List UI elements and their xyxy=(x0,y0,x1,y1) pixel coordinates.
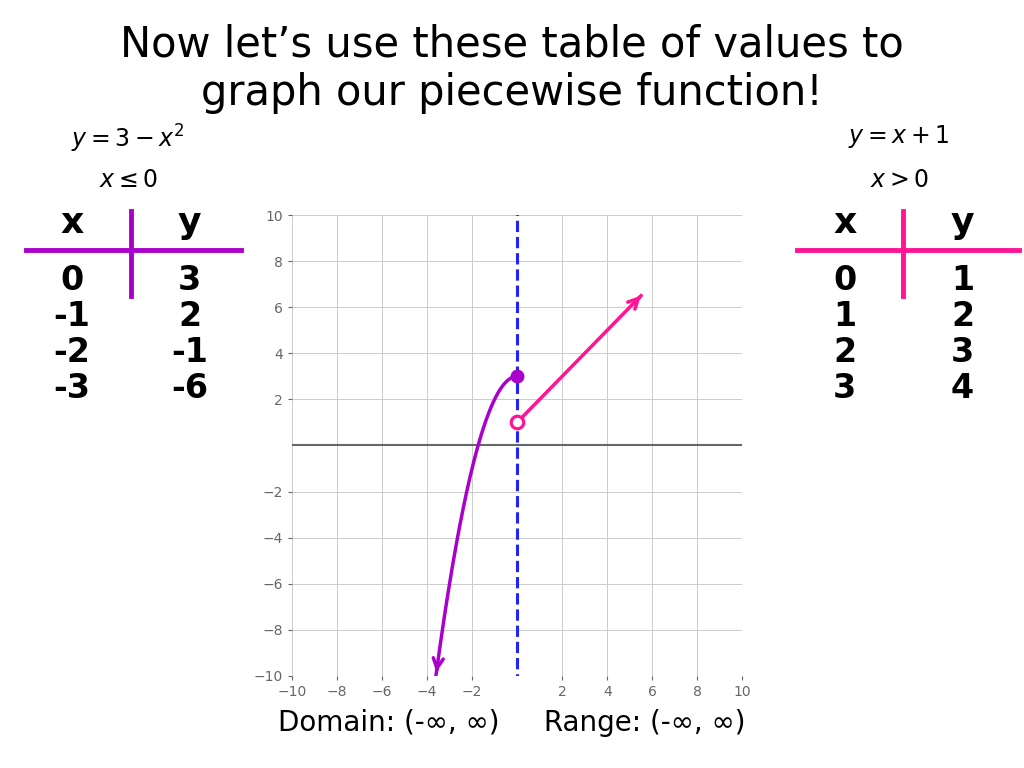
Text: $y = 3 - x^2$: $y = 3 - x^2$ xyxy=(72,123,184,155)
Text: -2: -2 xyxy=(53,336,90,369)
Text: y: y xyxy=(951,206,974,240)
Text: -1: -1 xyxy=(171,336,208,369)
Text: $x \leq 0$: $x \leq 0$ xyxy=(98,169,158,192)
Text: 4: 4 xyxy=(951,372,974,405)
Text: $y = x + 1$: $y = x + 1$ xyxy=(849,123,949,150)
Text: y: y xyxy=(178,206,201,240)
Text: $x > 0$: $x > 0$ xyxy=(869,169,929,192)
Text: -3: -3 xyxy=(53,372,90,405)
Text: 2: 2 xyxy=(834,336,856,369)
Text: -6: -6 xyxy=(171,372,208,405)
Text: 3: 3 xyxy=(951,336,974,369)
Text: 1: 1 xyxy=(834,300,856,333)
Text: 2: 2 xyxy=(178,300,201,333)
Text: 0: 0 xyxy=(60,264,83,296)
Text: 3: 3 xyxy=(178,264,201,296)
Text: -1: -1 xyxy=(53,300,90,333)
Text: Domain: (-∞, ∞)     Range: (-∞, ∞): Domain: (-∞, ∞) Range: (-∞, ∞) xyxy=(279,710,745,737)
Text: 1: 1 xyxy=(951,264,974,296)
Text: 0: 0 xyxy=(834,264,856,296)
Text: 2: 2 xyxy=(951,300,974,333)
Text: x: x xyxy=(834,206,856,240)
Text: 3: 3 xyxy=(834,372,856,405)
Text: x: x xyxy=(60,206,83,240)
Text: Now let’s use these table of values to
graph our piecewise function!: Now let’s use these table of values to g… xyxy=(120,23,904,114)
